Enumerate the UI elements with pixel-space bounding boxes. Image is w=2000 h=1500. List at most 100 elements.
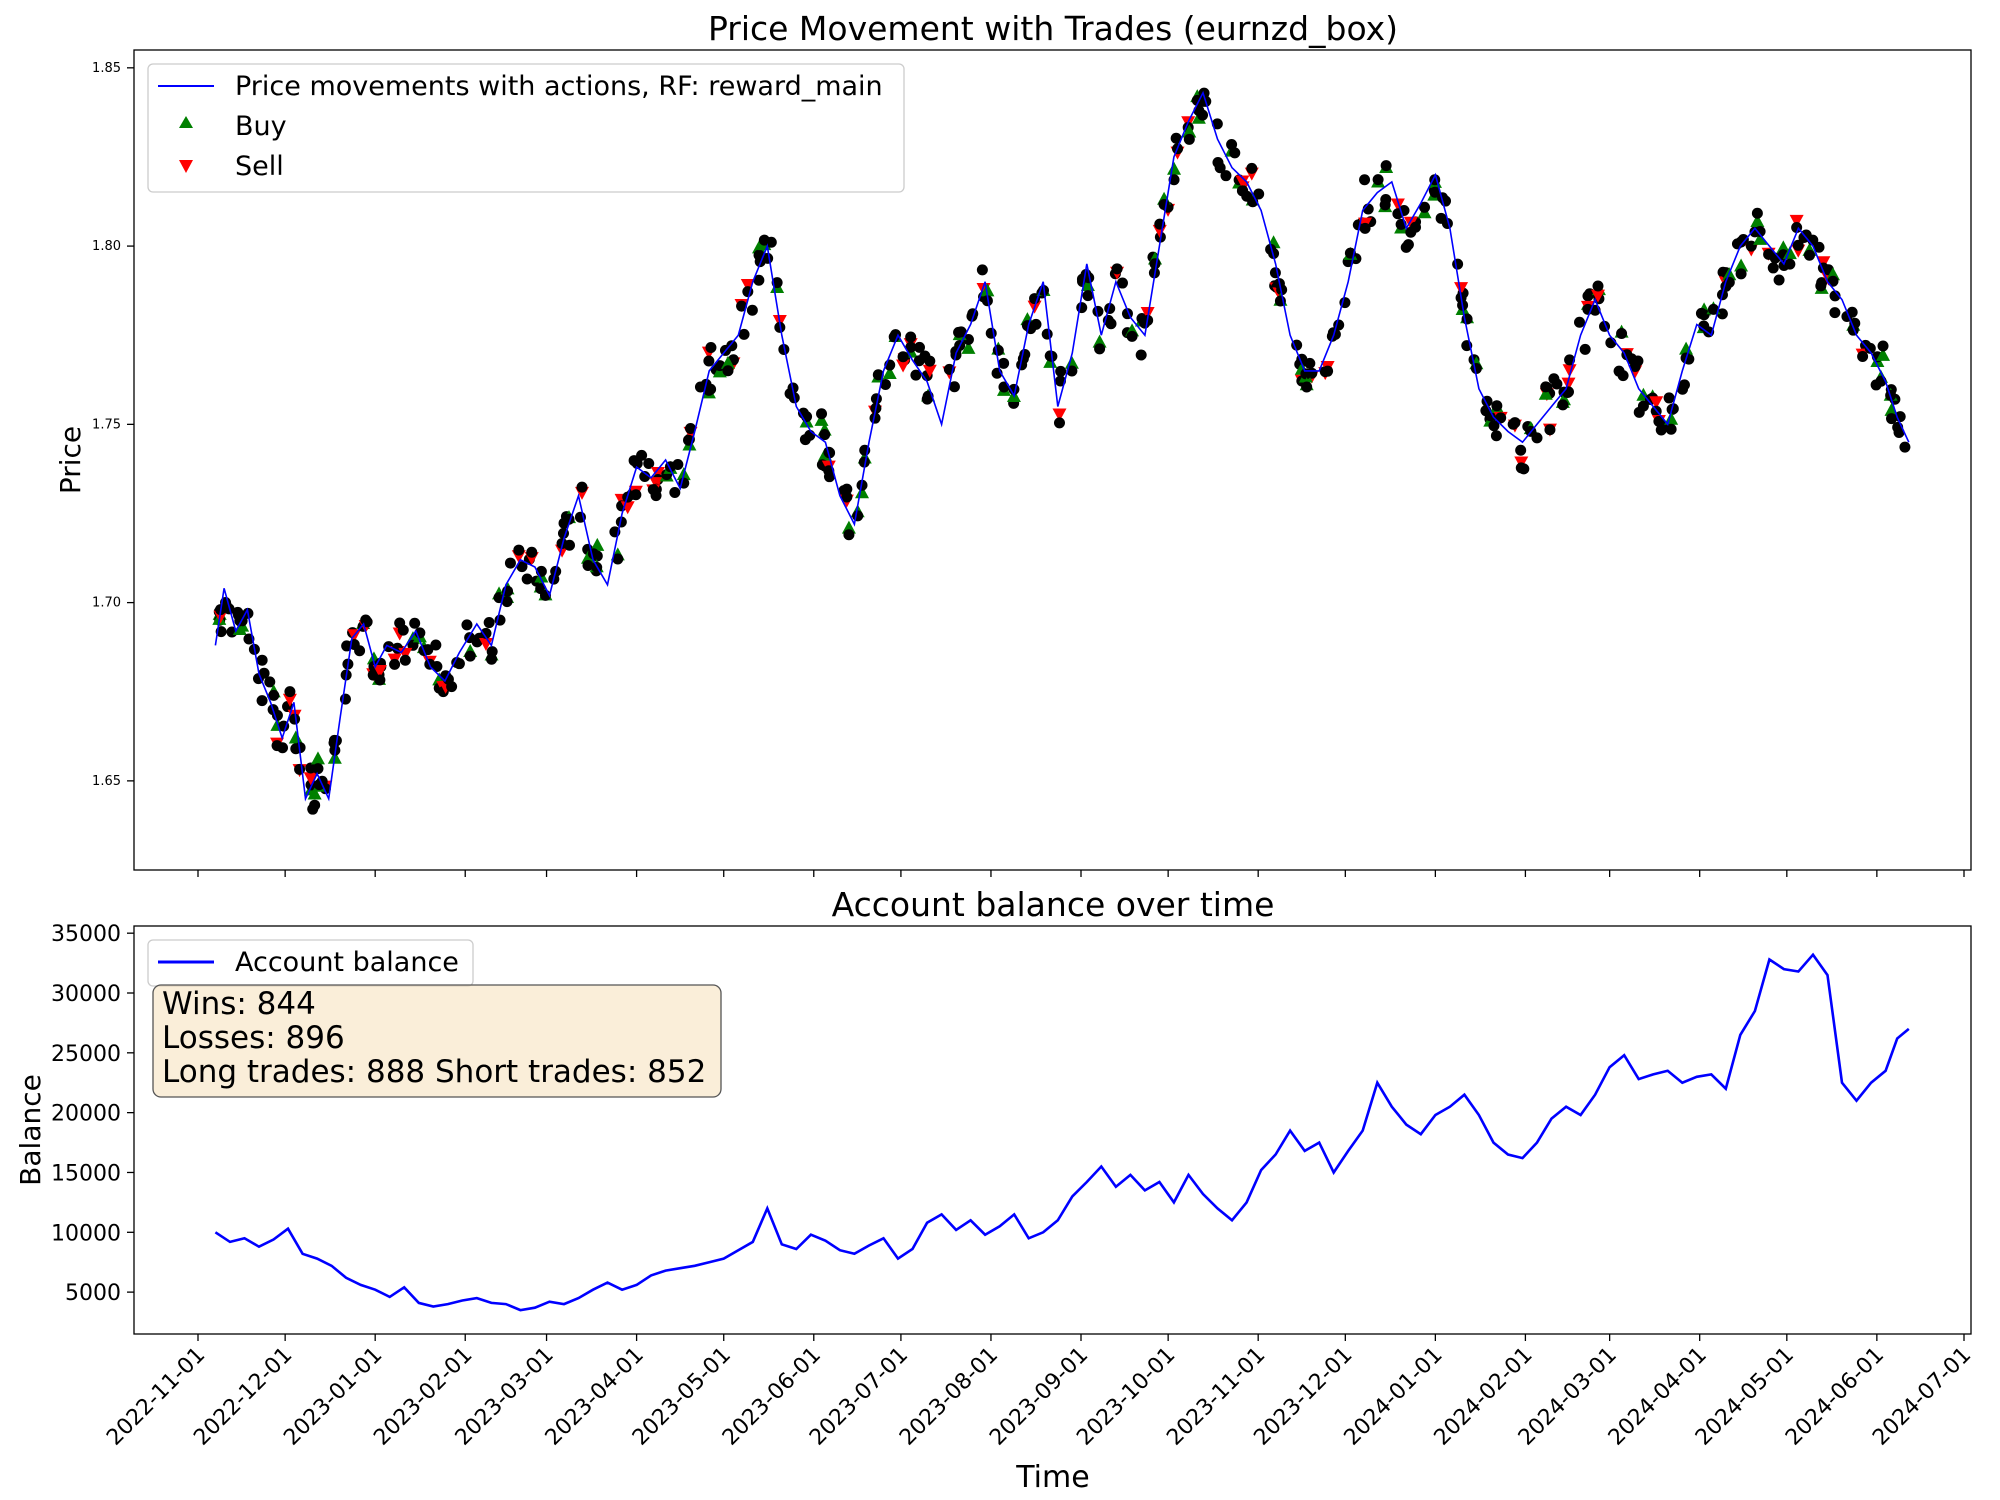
action-marker xyxy=(389,658,401,670)
buy-marker xyxy=(1776,240,1791,254)
price-legend-box xyxy=(147,63,905,193)
action-marker xyxy=(1864,342,1876,354)
action-marker xyxy=(736,300,748,312)
action-marker xyxy=(921,393,933,405)
action-marker xyxy=(1183,133,1195,145)
action-marker xyxy=(685,423,697,435)
action-marker xyxy=(1707,303,1719,315)
buy-marker xyxy=(590,537,605,551)
sell-marker xyxy=(372,664,387,678)
action-marker xyxy=(1170,132,1182,144)
action-marker xyxy=(461,619,473,631)
buy-marker xyxy=(232,622,247,636)
action-marker xyxy=(516,561,528,573)
balance-ytick-label: 10000 xyxy=(51,1221,121,1246)
action-marker xyxy=(753,274,765,286)
action-marker xyxy=(374,674,386,686)
action-marker xyxy=(1531,432,1543,444)
action-marker xyxy=(1322,365,1334,377)
balance-ytick-label: 25000 xyxy=(51,1042,121,1067)
action-marker xyxy=(1372,174,1384,186)
sell-marker xyxy=(650,466,665,480)
action-marker xyxy=(486,646,498,658)
action-marker xyxy=(1893,426,1905,438)
action-marker xyxy=(1800,229,1812,241)
action-marker xyxy=(1076,302,1088,314)
action-marker xyxy=(1197,109,1209,121)
action-marker xyxy=(526,546,538,558)
action-marker xyxy=(1491,400,1503,412)
action-marker xyxy=(1665,423,1677,435)
price-legend: Price movements with actions, RF: reward… xyxy=(147,63,905,193)
action-marker xyxy=(1359,174,1371,186)
action-marker xyxy=(879,379,891,391)
action-marker xyxy=(1813,241,1825,253)
legend-price-label: Price movements with actions, RF: reward… xyxy=(235,71,883,102)
buy-marker xyxy=(310,751,325,765)
price-ytick-label: 1.85 xyxy=(92,61,121,76)
action-marker xyxy=(1083,272,1095,284)
action-marker xyxy=(852,510,864,522)
price-x-ticks xyxy=(197,870,1965,877)
sell-marker xyxy=(1561,377,1576,391)
action-marker xyxy=(703,355,715,367)
x-axis-label: Time xyxy=(1015,1460,1089,1495)
action-marker xyxy=(1135,349,1147,361)
buy-marker xyxy=(814,412,829,426)
balance-y-axis: 5000 10000 15000 20000 25000 30000 35000 xyxy=(51,922,134,1306)
action-marker xyxy=(564,539,576,551)
action-marker xyxy=(1677,383,1689,395)
price-ytick-label: 1.80 xyxy=(92,239,121,254)
action-marker xyxy=(1211,118,1223,130)
buy-marker xyxy=(1182,124,1197,138)
action-marker xyxy=(1870,379,1882,391)
action-marker xyxy=(312,763,324,775)
action-marker xyxy=(1082,290,1094,302)
action-marker xyxy=(1767,262,1779,274)
action-marker xyxy=(816,408,828,420)
action-marker xyxy=(636,449,648,461)
sell-marker xyxy=(1590,289,1605,303)
action-marker xyxy=(905,331,917,343)
balance-legend: Account balance xyxy=(147,939,474,987)
action-marker xyxy=(582,559,594,571)
action-marker xyxy=(1229,147,1241,159)
action-marker xyxy=(513,544,525,556)
action-marker xyxy=(823,465,835,477)
buy-marker xyxy=(1734,258,1749,272)
action-marker xyxy=(1158,199,1170,211)
action-marker xyxy=(913,341,925,353)
buy-marker xyxy=(1753,231,1768,245)
action-marker xyxy=(256,695,268,707)
action-marker xyxy=(843,529,855,541)
action-marker xyxy=(615,516,627,528)
action-marker xyxy=(1104,302,1116,314)
action-marker xyxy=(587,548,599,560)
balance-x-axis: 2022-11-012022-12-012023-01-012023-02-01… xyxy=(102,1334,1976,1451)
legend-sell-marker xyxy=(179,160,193,173)
action-marker xyxy=(483,617,495,629)
action-marker xyxy=(399,654,411,666)
buy-marker xyxy=(1167,161,1182,175)
action-marker xyxy=(277,742,289,754)
action-marker xyxy=(1226,138,1238,150)
action-marker xyxy=(913,355,925,367)
action-marker xyxy=(268,689,280,701)
action-marker xyxy=(1019,349,1031,361)
legend-balance-label: Account balance xyxy=(235,947,459,978)
action-marker xyxy=(1579,343,1591,355)
action-marker xyxy=(1773,274,1785,286)
action-marker xyxy=(778,343,790,355)
price-chart-title: Price Movement with Trades (eurnzd_box) xyxy=(708,9,1398,48)
buy-marker xyxy=(1876,347,1891,361)
buy-marker xyxy=(855,485,870,499)
action-marker xyxy=(672,459,684,471)
buy-marker xyxy=(882,366,897,380)
stats-box-background xyxy=(152,984,722,1098)
action-marker xyxy=(1544,424,1556,436)
action-marker xyxy=(1111,263,1123,275)
action-marker xyxy=(669,487,681,499)
buy-marker xyxy=(1825,267,1840,281)
action-marker xyxy=(962,334,974,346)
